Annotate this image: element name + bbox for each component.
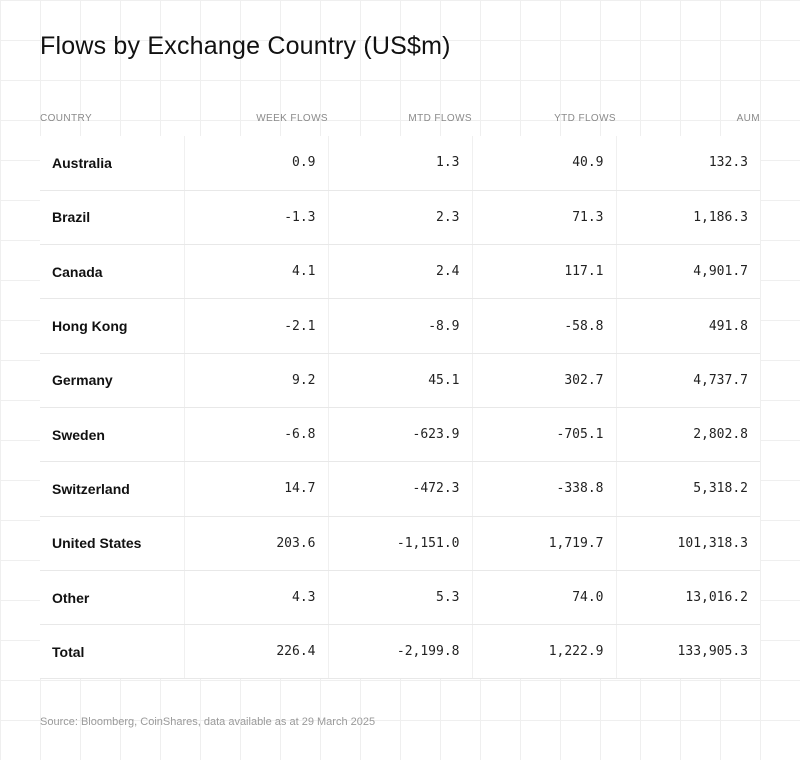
cell-aum: 4,737.7 xyxy=(616,353,760,408)
column-header-mtd-flows: MTD FLOWS xyxy=(408,112,472,124)
cell-aum: 5,318.2 xyxy=(616,461,760,517)
cell-mtd-flows: 1.3 xyxy=(328,136,473,191)
cell-week-flows: 226.4 xyxy=(184,624,329,680)
cell-week-flows: 203.6 xyxy=(184,516,329,571)
flows-table-container: COUNTRY WEEK FLOWS MTD FLOWS YTD FLOWS A… xyxy=(40,100,760,680)
cell-ytd-flows: 1,222.9 xyxy=(472,624,617,680)
cell-ytd-flows: 74.0 xyxy=(472,570,617,626)
cell-ytd-flows: -338.8 xyxy=(472,461,617,517)
cell-mtd-flows: -1,151.0 xyxy=(328,516,473,571)
flows-table: COUNTRY WEEK FLOWS MTD FLOWS YTD FLOWS A… xyxy=(40,100,760,680)
cell-mtd-flows: 5.3 xyxy=(328,570,473,626)
table-row: Australia 0.9 1.3 40.9 132.3 xyxy=(40,136,760,191)
cell-mtd-flows: 45.1 xyxy=(328,353,473,408)
cell-week-flows: 4.1 xyxy=(184,244,329,300)
cell-country: Brazil xyxy=(40,190,185,246)
cell-week-flows: -6.8 xyxy=(184,407,329,463)
table-row: Canada 4.1 2.4 117.1 4,901.7 xyxy=(40,244,760,300)
cell-ytd-flows: -58.8 xyxy=(472,298,617,354)
table-row: Hong Kong -2.1 -8.9 -58.8 491.8 xyxy=(40,298,760,354)
header-row: COUNTRY WEEK FLOWS MTD FLOWS YTD FLOWS A… xyxy=(40,100,760,136)
cell-country: Total xyxy=(40,624,185,680)
cell-aum: 101,318.3 xyxy=(616,516,760,571)
cell-ytd-flows: 71.3 xyxy=(472,190,617,246)
column-header-ytd-flows: YTD FLOWS xyxy=(554,112,616,124)
cell-ytd-flows: 117.1 xyxy=(472,244,617,300)
cell-ytd-flows: 1,719.7 xyxy=(472,516,617,571)
cell-aum: 13,016.2 xyxy=(616,570,760,626)
cell-mtd-flows: -2,199.8 xyxy=(328,624,473,680)
cell-week-flows: -2.1 xyxy=(184,298,329,354)
table-row: Switzerland 14.7 -472.3 -338.8 5,318.2 xyxy=(40,461,760,517)
cell-mtd-flows: -472.3 xyxy=(328,461,473,517)
table-row: Sweden -6.8 -623.9 -705.1 2,802.8 xyxy=(40,407,760,463)
cell-country: Sweden xyxy=(40,407,185,463)
cell-aum: 132.3 xyxy=(616,136,760,191)
column-header-country: COUNTRY xyxy=(40,112,93,124)
column-header-week-flows: WEEK FLOWS xyxy=(256,112,328,124)
cell-ytd-flows: 40.9 xyxy=(472,136,617,191)
cell-country: Australia xyxy=(40,136,185,191)
chart-title: Flows by Exchange Country (US$m) xyxy=(40,32,451,60)
cell-week-flows: 9.2 xyxy=(184,353,329,408)
cell-country: United States xyxy=(40,516,185,571)
cell-mtd-flows: 2.4 xyxy=(328,244,473,300)
cell-aum: 491.8 xyxy=(616,298,760,354)
cell-ytd-flows: 302.7 xyxy=(472,353,617,408)
cell-country: Germany xyxy=(40,353,185,408)
table-row: Other 4.3 5.3 74.0 13,016.2 xyxy=(40,570,760,626)
cell-week-flows: -1.3 xyxy=(184,190,329,246)
table-header: COUNTRY WEEK FLOWS MTD FLOWS YTD FLOWS A… xyxy=(40,100,760,136)
cell-country: Other xyxy=(40,570,185,626)
cell-aum: 133,905.3 xyxy=(616,624,760,680)
table-row: Germany 9.2 45.1 302.7 4,737.7 xyxy=(40,353,760,408)
table-body: Australia 0.9 1.3 40.9 132.3 Brazil -1.3 2.3 71.… xyxy=(40,136,760,680)
cell-week-flows: 0.9 xyxy=(184,136,329,191)
table-row-total: Total 226.4 -2,199.8 1,222.9 133,905.3 xyxy=(40,624,760,680)
cell-week-flows: 4.3 xyxy=(184,570,329,626)
source-note: Source: Bloomberg, CoinShares, data avai… xyxy=(40,716,376,728)
cell-mtd-flows: -8.9 xyxy=(328,298,473,354)
cell-country: Canada xyxy=(40,244,185,300)
table-row: United States 203.6 -1,151.0 1,719.7 101,318… xyxy=(40,516,760,571)
cell-aum: 1,186.3 xyxy=(616,190,760,246)
cell-mtd-flows: -623.9 xyxy=(328,407,473,463)
cell-country: Switzerland xyxy=(40,461,185,517)
cell-country: Hong Kong xyxy=(40,298,185,354)
cell-week-flows: 14.7 xyxy=(184,461,329,517)
cell-ytd-flows: -705.1 xyxy=(472,407,617,463)
column-header-aum: AUM xyxy=(736,112,760,124)
table-row: Brazil -1.3 2.3 71.3 1,186.3 xyxy=(40,190,760,246)
cell-mtd-flows: 2.3 xyxy=(328,190,473,246)
cell-aum: 4,901.7 xyxy=(616,244,760,300)
cell-aum: 2,802.8 xyxy=(616,407,760,463)
